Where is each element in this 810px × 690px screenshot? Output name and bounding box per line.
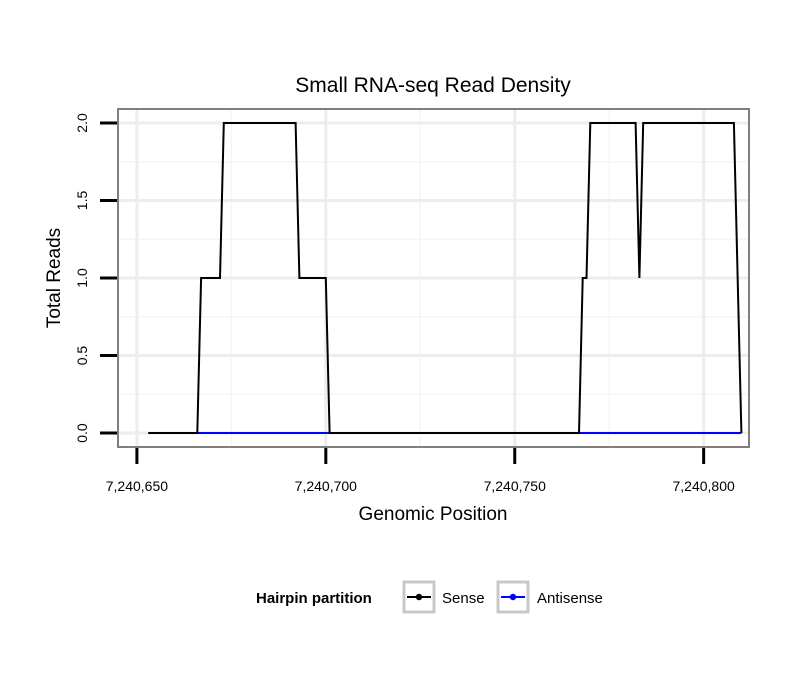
legend-point-antisense: [509, 593, 517, 601]
x-axis: 7,240,650 7,240,700 7,240,750 7,240,800: [106, 448, 735, 494]
x-tick-label: 7,240,800: [673, 478, 735, 494]
y-tick-label: 2.0: [74, 113, 90, 133]
legend-item-antisense[interactable]: Antisense: [496, 580, 603, 614]
chart-title: Small RNA-seq Read Density: [295, 74, 571, 97]
legend-label-sense: Sense: [442, 590, 485, 607]
y-tick-label: 1.5: [74, 191, 90, 211]
x-tick-label: 7,240,700: [295, 478, 357, 494]
x-tick-label: 7,240,650: [106, 478, 168, 494]
legend: Hairpin partition Sense Antisense: [256, 580, 603, 614]
y-axis-title: Total Reads: [44, 228, 65, 328]
y-tick-label: 0.5: [74, 346, 90, 366]
y-axis: 0.0 0.5 1.0 1.5 2.0: [74, 113, 117, 443]
legend-point-sense: [415, 593, 423, 601]
legend-item-sense[interactable]: Sense: [402, 580, 485, 614]
legend-label-antisense: Antisense: [537, 590, 603, 607]
y-tick-label: 0.0: [74, 423, 90, 443]
legend-title: Hairpin partition: [256, 590, 372, 607]
x-tick-label: 7,240,750: [484, 478, 546, 494]
x-axis-title: Genomic Position: [359, 504, 508, 525]
series-line-sense: [148, 122, 743, 434]
y-tick-label: 1.0: [74, 268, 90, 288]
series-lines: [148, 122, 743, 434]
